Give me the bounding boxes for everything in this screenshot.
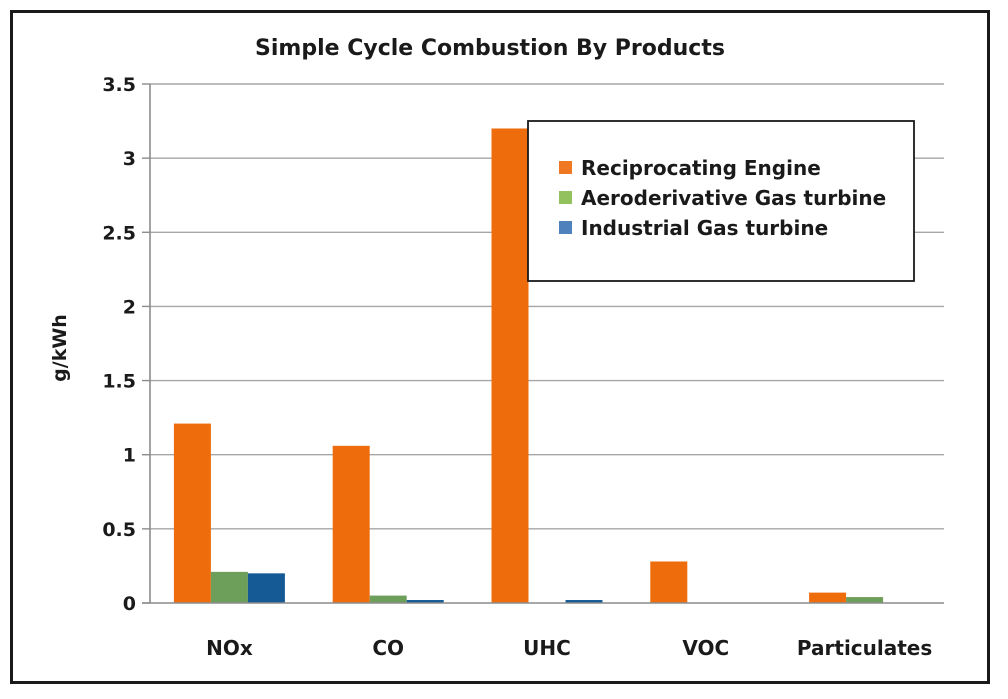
bar-voc-1 [650, 561, 688, 603]
category-label-nox: NOx [206, 636, 253, 660]
bar-nox-2 [210, 571, 248, 603]
legend-label-2: Aeroderivative Gas turbine [581, 186, 886, 210]
legend-swatch-2 [559, 191, 572, 204]
y-tick-label: 1.5 [102, 371, 136, 393]
bar-co-1 [332, 445, 370, 603]
bar-co-2 [369, 595, 407, 603]
category-label-voc: VOC [682, 636, 729, 660]
legend-swatch-3 [559, 221, 572, 234]
category-label-co: CO [372, 636, 404, 660]
legend-label-1: Reciprocating Engine [581, 156, 821, 180]
chart-frame: Simple Cycle Combustion By Products 0 0.5… [10, 10, 990, 684]
category-label-particulates: Particulates [797, 636, 932, 660]
legend-label-3: Industrial Gas turbine [581, 216, 828, 240]
bar-co-3 [406, 600, 444, 603]
bar-uhc-3 [565, 600, 603, 603]
y-tick-label: 3.5 [102, 74, 136, 96]
bar-uhc-1 [491, 128, 529, 603]
bar-particulates-2 [846, 597, 884, 603]
bar-particulates-1 [809, 592, 847, 603]
category-label-uhc: UHC [523, 636, 571, 660]
y-tick-label: 2 [123, 296, 136, 318]
legend-swatch-1 [559, 161, 572, 174]
y-tick-label: 3 [123, 148, 136, 170]
category-labels: NOx CO UHC VOC Particulates [206, 636, 932, 660]
legend-box [527, 120, 915, 282]
y-tick-label: 0.5 [102, 519, 136, 541]
y-tick-label: 2.5 [102, 222, 136, 244]
bar-nox-1 [173, 423, 211, 603]
bar-nox-3 [247, 573, 285, 603]
y-axis-ticks: 0 0.5 1 1.5 2 2.5 3 3.5 [102, 74, 151, 615]
y-tick-label: 1 [123, 445, 136, 467]
y-axis-label: g/kWh [49, 314, 71, 382]
bars [173, 128, 884, 603]
chart-title: Simple Cycle Combustion By Products [255, 36, 725, 61]
legend: Reciprocating Engine Aeroderivative Gas t… [527, 120, 915, 282]
bar-chart: Simple Cycle Combustion By Products 0 0.5… [49, 36, 944, 660]
y-tick-label: 0 [123, 593, 136, 615]
